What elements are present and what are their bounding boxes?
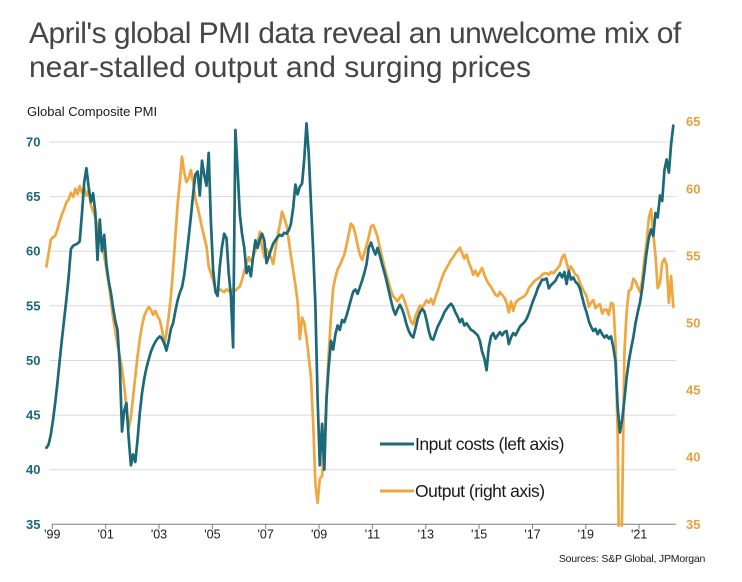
svg-text:65: 65	[686, 114, 700, 129]
svg-text:'17: '17	[524, 527, 540, 541]
svg-text:55: 55	[26, 298, 40, 313]
svg-text:Input costs (left axis): Input costs (left axis)	[415, 434, 564, 454]
svg-text:'09: '09	[311, 527, 327, 541]
svg-text:'07: '07	[258, 527, 274, 541]
svg-text:'03: '03	[151, 527, 167, 541]
svg-text:70: 70	[26, 135, 40, 150]
svg-text:'15: '15	[471, 527, 487, 541]
svg-text:'11: '11	[365, 527, 380, 541]
svg-text:Output (right axis): Output (right axis)	[415, 481, 545, 501]
svg-text:60: 60	[26, 244, 40, 259]
svg-text:'13: '13	[418, 527, 434, 541]
svg-text:'05: '05	[204, 527, 220, 541]
svg-text:45: 45	[26, 408, 40, 423]
svg-text:'21: '21	[631, 527, 647, 541]
svg-text:55: 55	[686, 248, 700, 263]
svg-text:'01: '01	[98, 527, 114, 541]
svg-text:Sources: S&P Global, JPMorgan: Sources: S&P Global, JPMorgan	[559, 553, 706, 565]
svg-text:45: 45	[686, 383, 700, 398]
svg-text:'99: '99	[44, 527, 60, 541]
svg-text:'19: '19	[578, 527, 594, 541]
svg-text:40: 40	[26, 462, 40, 477]
svg-text:35: 35	[26, 517, 40, 532]
svg-text:50: 50	[26, 353, 40, 368]
svg-text:50: 50	[686, 316, 700, 331]
svg-text:Global Composite PMI: Global Composite PMI	[27, 104, 157, 119]
svg-text:35: 35	[686, 517, 700, 532]
svg-text:60: 60	[686, 181, 700, 196]
svg-text:40: 40	[686, 450, 700, 465]
svg-text:65: 65	[26, 189, 40, 204]
